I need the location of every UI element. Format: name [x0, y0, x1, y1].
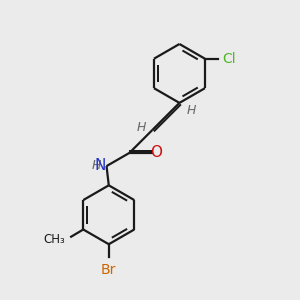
Text: H: H: [187, 104, 196, 117]
Text: Br: Br: [101, 263, 116, 277]
Text: N: N: [94, 158, 106, 173]
Text: H: H: [92, 159, 101, 172]
Text: H: H: [136, 121, 146, 134]
Text: Cl: Cl: [223, 52, 236, 66]
Text: O: O: [151, 146, 163, 160]
Text: CH₃: CH₃: [44, 232, 65, 246]
